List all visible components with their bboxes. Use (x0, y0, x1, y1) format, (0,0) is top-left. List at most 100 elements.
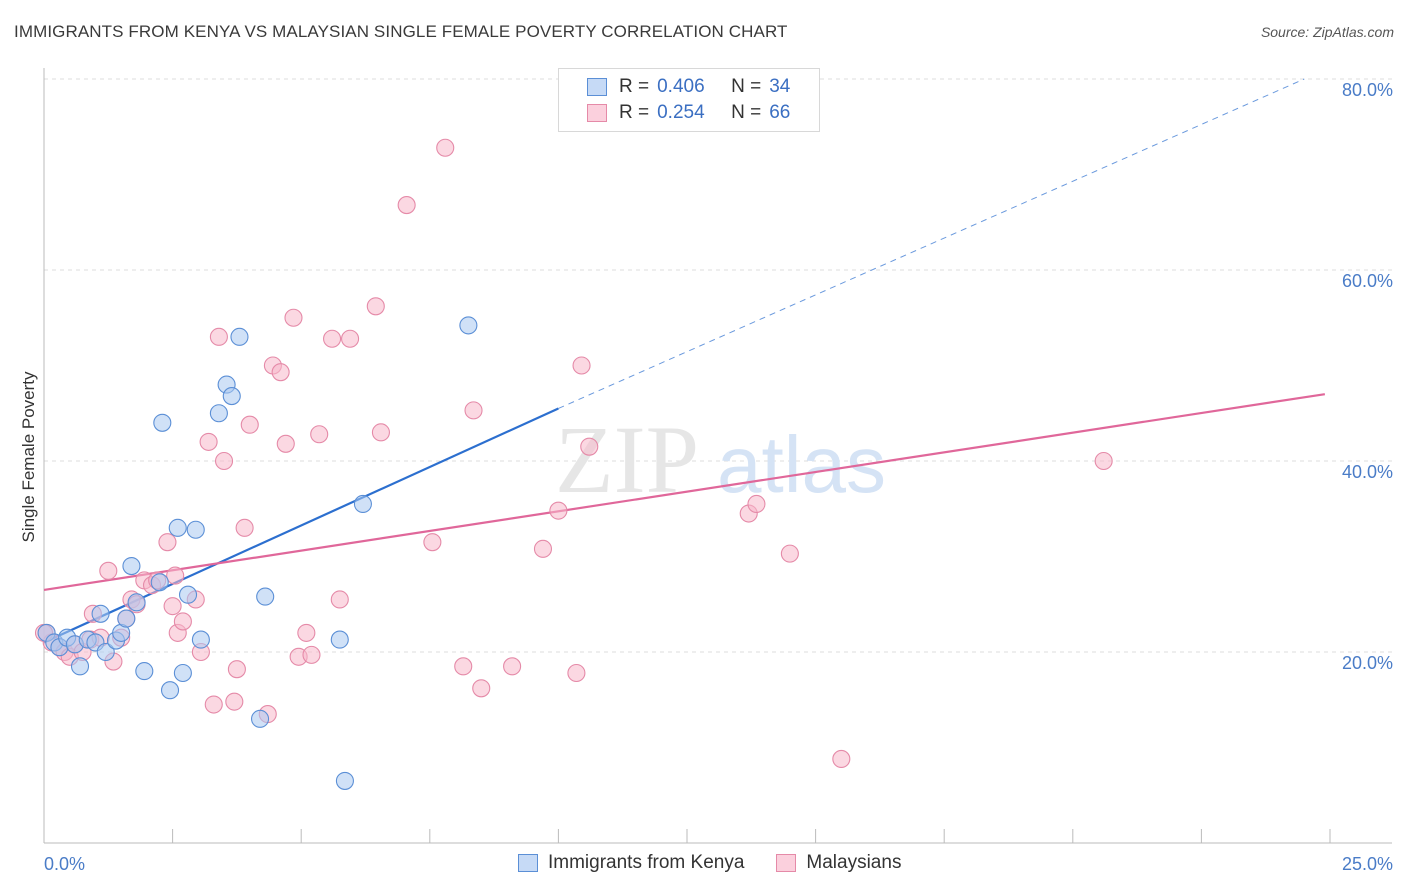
malaysian-point (99, 561, 118, 580)
legend-label-malaysians: Malaysians (806, 852, 902, 873)
kenya-point (122, 556, 141, 576)
malaysian-point (371, 423, 390, 442)
malaysian-point (464, 401, 483, 420)
y-tick-label: 60.0% (1342, 271, 1393, 291)
kenya-point (330, 630, 349, 649)
kenya-trend-extension (558, 78, 1305, 409)
y-tick-label: 80.0% (1342, 80, 1393, 100)
y-tick-labels: 20.0% 40.0% 60.0% 80.0% (1342, 80, 1393, 673)
malaysian-point (454, 657, 473, 676)
malaysian-point (271, 363, 290, 382)
legend-row-kenya: R = 0.406 N = 34 (587, 75, 790, 99)
kenya-legend-swatch (518, 854, 538, 872)
series-legend: Immigrants from Kenya Malaysians (518, 852, 933, 874)
malaysian-point (323, 329, 342, 348)
malaysian-point (423, 533, 442, 552)
malaysian-point (832, 749, 851, 769)
kenya-point (70, 657, 90, 676)
malaysian-point (436, 138, 455, 157)
trend-lines (43, 78, 1326, 644)
kenya-swatch (587, 78, 607, 96)
kenya-point (256, 587, 275, 606)
malaysian-point (397, 196, 416, 215)
kenya-point (91, 604, 110, 623)
legend-n-label: N = (731, 76, 762, 97)
malaysian-point (284, 308, 303, 327)
kenya-point (353, 494, 372, 514)
watermark-zip: ZIP (555, 406, 699, 513)
malaysian-swatch (587, 104, 607, 122)
malaysian-point (310, 425, 329, 444)
malaysian-point (503, 657, 522, 676)
malaysian-point (214, 451, 234, 471)
malaysian-point (276, 434, 295, 453)
chart-source: Source: ZipAtlas.com (1260, 24, 1394, 40)
axes (43, 68, 1392, 844)
kenya-point (209, 404, 228, 423)
y-tick-label: 40.0% (1342, 462, 1393, 482)
malaysian-point (366, 297, 385, 316)
malaysian-point (533, 539, 553, 558)
x-tick-label-max: 25.0% (1342, 854, 1393, 874)
malaysian-point (199, 432, 218, 451)
kenya-point (335, 771, 354, 790)
legend-label-kenya: Immigrants from Kenya (548, 852, 745, 873)
legend-r-label: R = (619, 102, 650, 123)
malaysian-point (330, 590, 349, 609)
kenya-point (459, 316, 478, 335)
data-points (34, 138, 1113, 790)
malaysian-point (225, 692, 244, 711)
x-tick-labels: 0.0% 25.0% (44, 854, 1393, 874)
chart-title: IMMIGRANTS FROM KENYA VS MALAYSIAN SINGL… (14, 22, 788, 41)
malaysian-point (209, 327, 228, 346)
grid-lines (44, 78, 1392, 653)
malaysian-point (549, 501, 568, 520)
watermark: ZIP atlas (555, 406, 886, 513)
malaysian-point (240, 415, 259, 434)
malaysian-point (158, 533, 177, 552)
malaysian-point (297, 623, 316, 642)
malaysian-point (173, 612, 192, 631)
malaysian-point (580, 437, 599, 456)
kenya-point (222, 387, 241, 406)
malaysian-point (163, 597, 182, 616)
malaysian-point (572, 356, 591, 375)
kenya-point (135, 662, 154, 681)
legend-n-label: N = (731, 102, 762, 123)
malaysian-point (204, 695, 223, 714)
kenya-point (127, 593, 146, 612)
legend-n-value-malaysians: 66 (769, 102, 791, 123)
legend-row-malaysians: R = 0.254 N = 66 (587, 101, 790, 125)
malaysian-legend-swatch (776, 854, 797, 872)
malaysian-point (567, 663, 586, 683)
kenya-point (153, 413, 172, 432)
kenya-point (230, 327, 249, 346)
kenya-point (117, 609, 136, 628)
malaysian-trend-line (43, 393, 1326, 592)
malaysian-point (166, 566, 185, 585)
kenya-point (191, 630, 210, 649)
malaysian-point (747, 494, 766, 514)
kenya-trend-line (43, 407, 559, 644)
y-tick-label: 20.0% (1342, 653, 1393, 673)
stats-legend: R = 0.406 N = 34 R = 0.254 N = 66 (558, 68, 820, 132)
kenya-point (250, 709, 270, 728)
kenya-point (160, 681, 180, 700)
kenya-point (173, 663, 192, 683)
kenya-point (150, 573, 169, 592)
kenya-point (168, 518, 187, 537)
legend-r-value-malaysians: 0.254 (657, 102, 705, 123)
legend-n-value-kenya: 34 (769, 76, 791, 97)
malaysian-point (341, 329, 360, 348)
legend-r-value-kenya: 0.406 (657, 76, 705, 97)
malaysian-point (302, 645, 321, 664)
legend-item-kenya[interactable]: Immigrants from Kenya (518, 852, 744, 874)
kenya-point (186, 520, 205, 539)
legend-r-label: R = (619, 76, 650, 97)
malaysian-point (1094, 451, 1113, 471)
kenya-point (96, 642, 115, 662)
legend-item-malaysians[interactable]: Malaysians (776, 852, 901, 874)
y-axis-label: Single Female Poverty (19, 371, 38, 543)
x-tick-label-min: 0.0% (44, 854, 85, 874)
malaysian-point (780, 544, 799, 563)
